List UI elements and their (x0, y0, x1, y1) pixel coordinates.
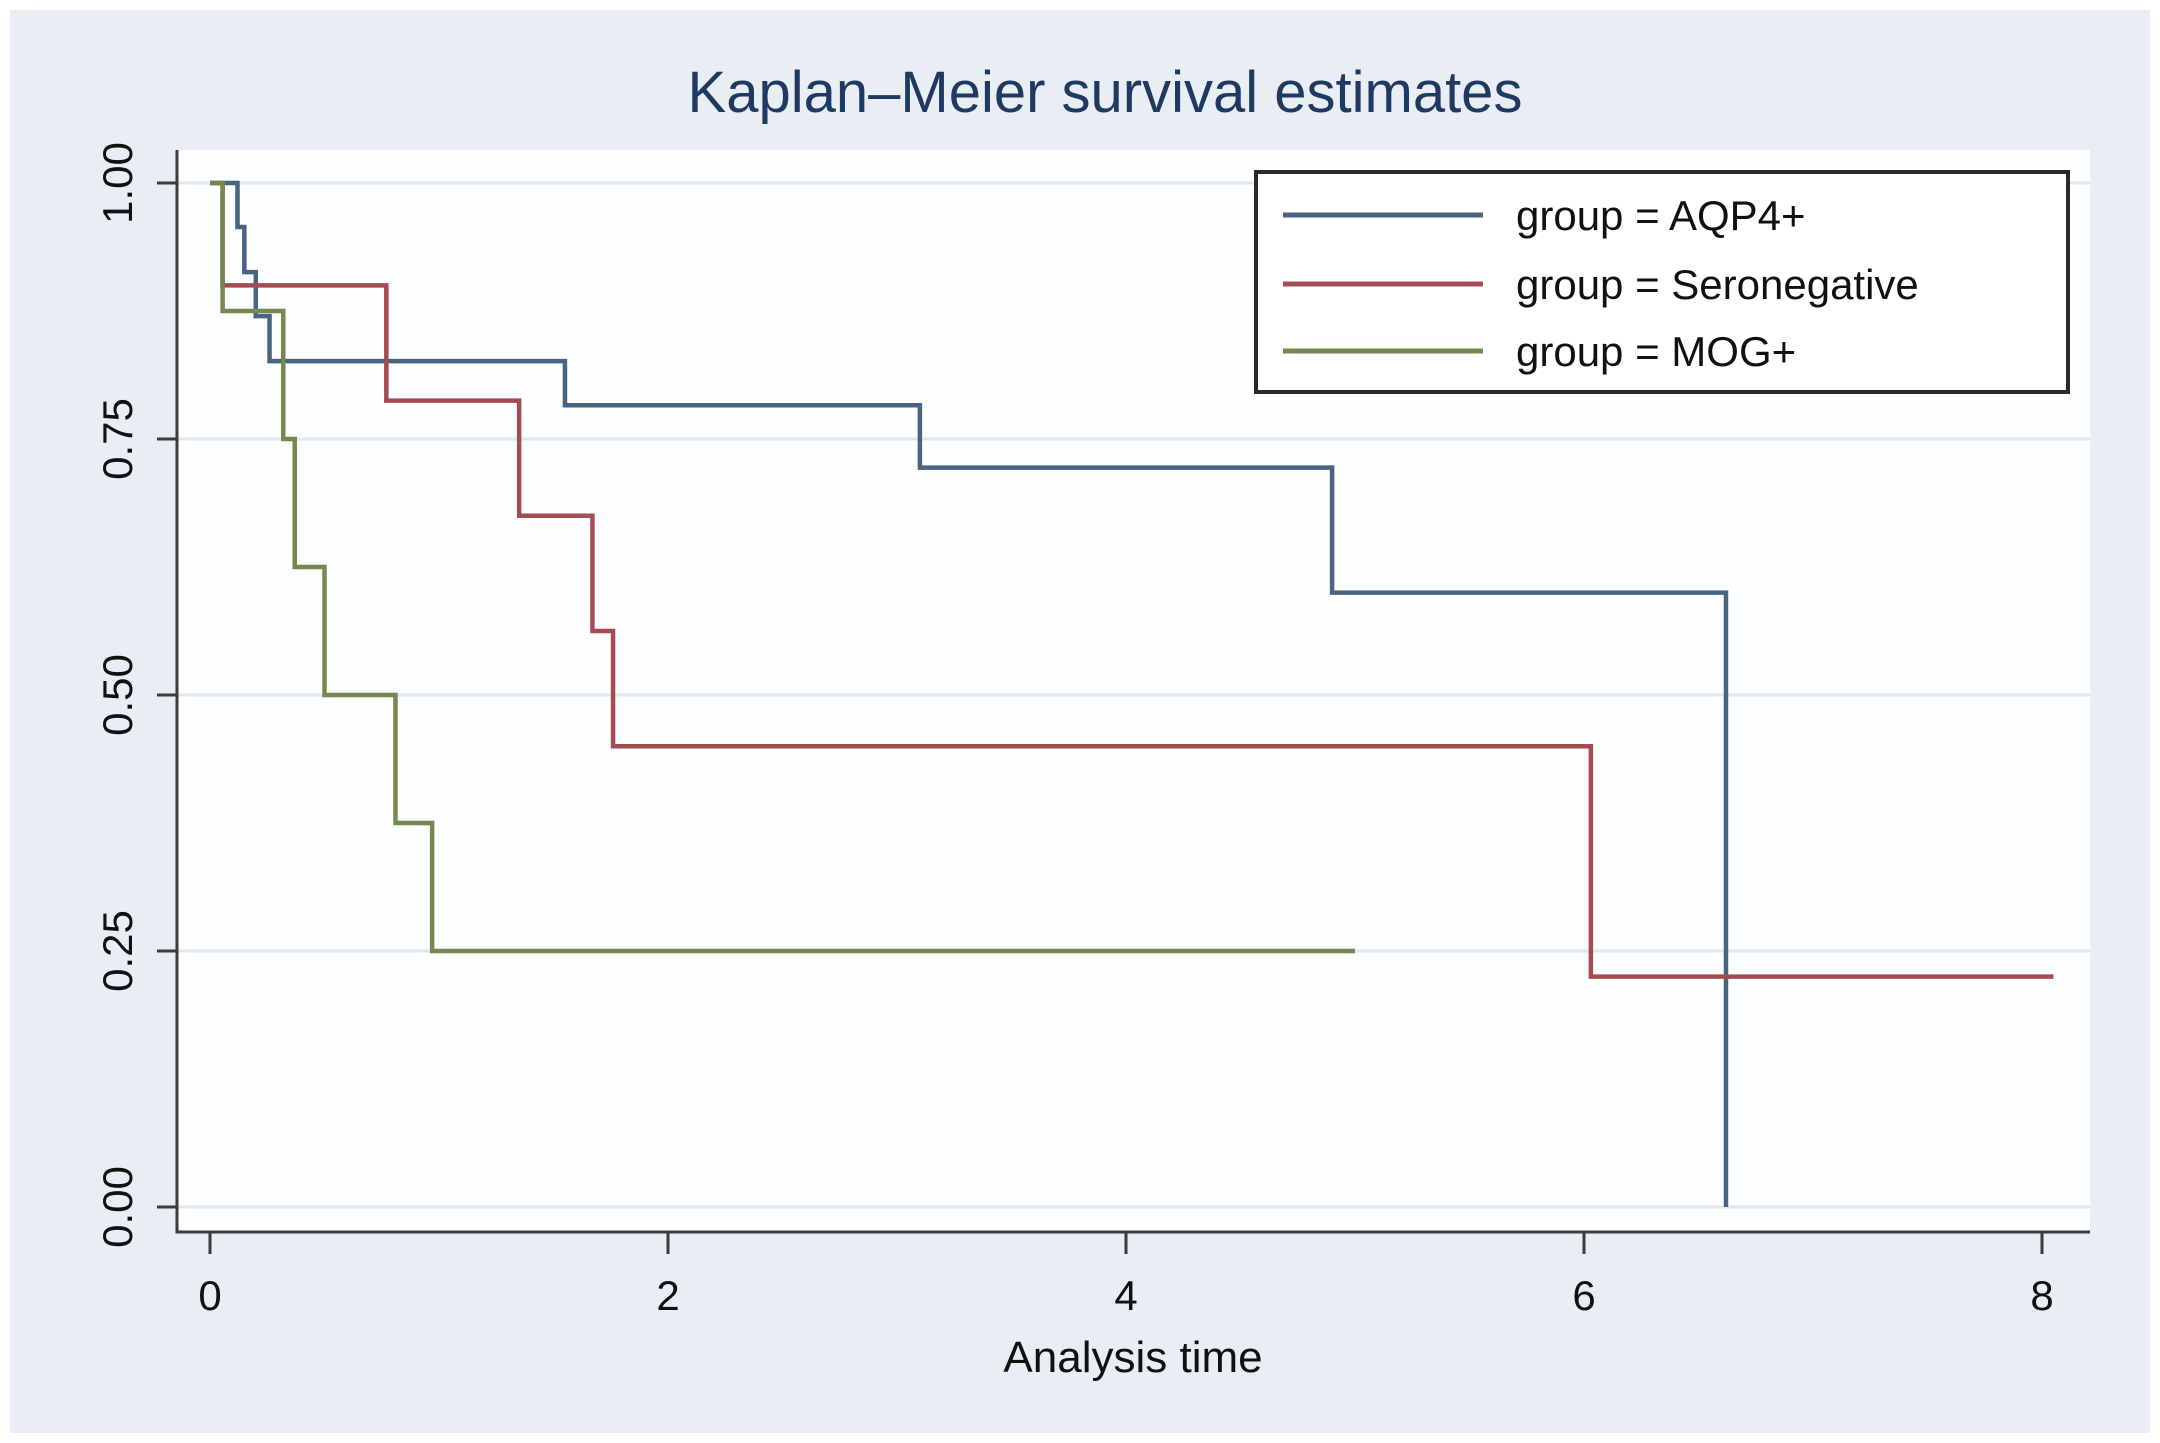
x-tick-label: 6 (1572, 1272, 1595, 1319)
x-axis-title: Analysis time (1003, 1333, 1262, 1382)
y-tick-label: 0.75 (94, 398, 141, 480)
x-tick-label: 8 (2030, 1272, 2053, 1319)
axis-ticks (157, 181, 2044, 1254)
y-tick-label: 1.00 (94, 142, 141, 224)
y-tick-label: 0.00 (94, 1166, 141, 1248)
x-tick-label: 2 (656, 1272, 679, 1319)
legend-label: group = Seronegative (1516, 261, 1919, 308)
survival-curve (210, 180, 1355, 954)
chart-title: Kaplan–Meier survival estimates (688, 60, 1523, 125)
legend-items: group = AQP4+ group = Seronegative group =… (1283, 192, 1919, 375)
legend-label: group = MOG+ (1516, 328, 1796, 375)
survival-curves (210, 180, 2054, 1207)
x-tick-label: 0 (198, 1272, 221, 1319)
survival-curve (210, 180, 2054, 979)
survival-curve (210, 180, 1729, 1207)
legend-label: group = AQP4+ (1516, 192, 1806, 239)
legend-box: group = AQP4+ group = Seronegative group =… (1254, 170, 2070, 394)
y-tick-label: 0.50 (94, 654, 141, 736)
y-tick-label: 0.25 (94, 910, 141, 992)
x-tick-label: 4 (1114, 1272, 1137, 1319)
axis-tick-labels: 0.00 0.25 0.50 0.75 1.00 0 2 4 6 8 (94, 142, 2054, 1319)
